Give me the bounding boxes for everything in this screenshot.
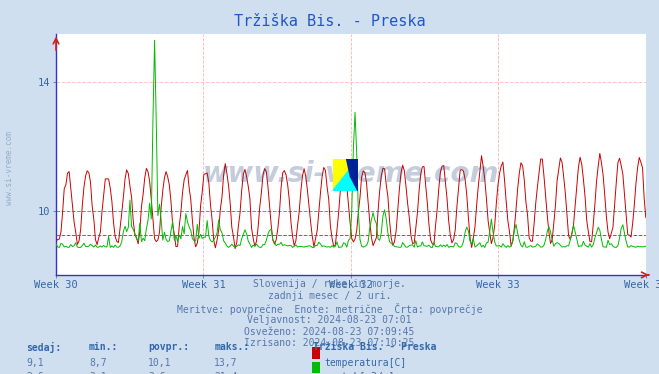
Text: Slovenija / reke in morje.: Slovenija / reke in morje.	[253, 279, 406, 289]
Text: Veljavnost: 2024-08-23 07:01: Veljavnost: 2024-08-23 07:01	[247, 315, 412, 325]
Text: 2,1: 2,1	[89, 372, 107, 374]
Text: Tržiška Bis. - Preska: Tržiška Bis. - Preska	[313, 342, 436, 352]
Polygon shape	[333, 159, 358, 191]
Text: Osveženo: 2024-08-23 07:09:45: Osveženo: 2024-08-23 07:09:45	[244, 327, 415, 337]
Text: Izrisano: 2024-08-23 07:10:25: Izrisano: 2024-08-23 07:10:25	[244, 338, 415, 349]
Text: 8,7: 8,7	[89, 358, 107, 368]
Polygon shape	[347, 159, 358, 191]
Text: 13,7: 13,7	[214, 358, 238, 368]
Text: povpr.:: povpr.:	[148, 342, 189, 352]
Polygon shape	[333, 159, 358, 191]
Text: 9,1: 9,1	[26, 358, 44, 368]
Text: www.si-vreme.com: www.si-vreme.com	[203, 160, 499, 188]
Text: zadnji mesec / 2 uri.: zadnji mesec / 2 uri.	[268, 291, 391, 301]
Text: www.si-vreme.com: www.si-vreme.com	[5, 131, 14, 205]
Text: pretok[m3/s]: pretok[m3/s]	[324, 372, 395, 374]
Text: min.:: min.:	[89, 342, 119, 352]
Text: temperatura[C]: temperatura[C]	[324, 358, 407, 368]
Text: 10,1: 10,1	[148, 358, 172, 368]
Text: 2,6: 2,6	[26, 372, 44, 374]
Text: Tržiška Bis. - Preska: Tržiška Bis. - Preska	[234, 14, 425, 29]
Text: Meritve: povprečne  Enote: metrične  Črta: povprečje: Meritve: povprečne Enote: metrične Črta:…	[177, 303, 482, 315]
Text: maks.:: maks.:	[214, 342, 249, 352]
Text: 21,4: 21,4	[214, 372, 238, 374]
Text: 3,6: 3,6	[148, 372, 166, 374]
Text: sedaj:: sedaj:	[26, 342, 61, 353]
